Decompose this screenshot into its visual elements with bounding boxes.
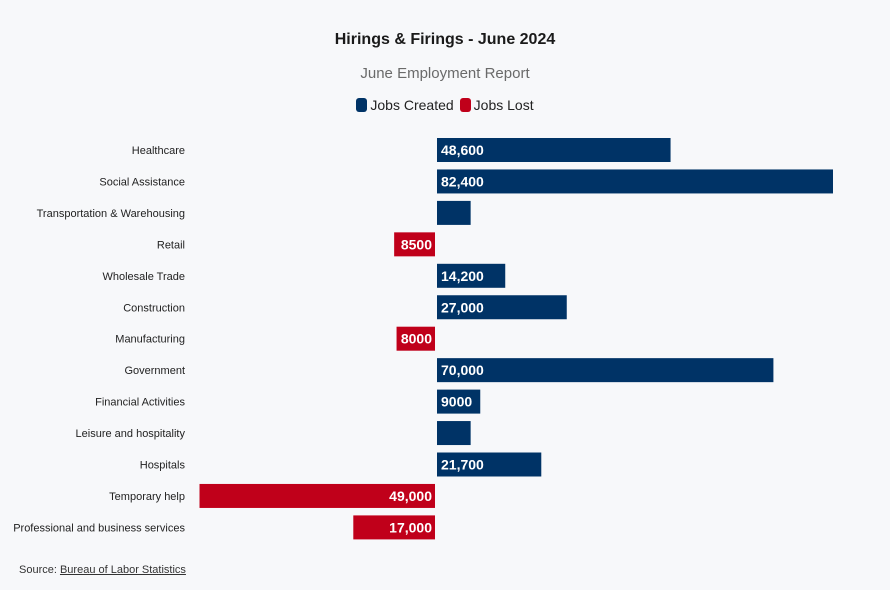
chart-subtitle: June Employment Report — [360, 65, 530, 82]
data-label-financial-activities: 9000 — [441, 394, 472, 410]
bar-wholesale-trade[interactable] — [437, 263, 506, 288]
bar-professional-and-business-services[interactable] — [353, 515, 435, 540]
data-label-temporary-help: 49,000 — [389, 488, 432, 504]
source-prefix: Source: — [19, 564, 60, 576]
category-label-healthcare: Healthcare — [132, 145, 185, 157]
category-label-financial-activities: Financial Activities — [95, 397, 185, 409]
data-label-government: 70,000 — [441, 362, 484, 378]
category-label-retail: Retail — [157, 239, 185, 251]
bar-financial-activities[interactable] — [437, 389, 481, 414]
category-label-professional-and-business-services: Professional and business services — [13, 522, 185, 534]
category-label-wholesale-trade: Wholesale Trade — [102, 271, 185, 283]
legend-swatch-jobs-created — [356, 98, 368, 112]
category-label-government: Government — [124, 365, 185, 377]
bar-leisure-and-hospitality[interactable] — [437, 421, 471, 446]
category-label-social-assistance: Social Assistance — [99, 176, 185, 188]
category-label-leisure-and-hospitality: Leisure and hospitality — [76, 428, 186, 440]
data-label-retail: 8500 — [401, 236, 432, 252]
bar-social-assistance[interactable] — [437, 169, 833, 194]
category-label-temporary-help: Temporary help — [109, 491, 185, 503]
category-label-manufacturing: Manufacturing — [115, 334, 185, 346]
chart-title: Hirings & Firings - June 2024 — [334, 31, 556, 48]
data-label-healthcare: 48,600 — [441, 142, 484, 158]
bar-hospitals[interactable] — [437, 452, 542, 477]
bar-government[interactable] — [437, 358, 774, 383]
source-link[interactable]: Bureau of Labor Statistics — [59, 564, 186, 576]
data-label-construction: 27,000 — [441, 299, 484, 315]
category-label-construction: Construction — [123, 302, 185, 314]
category-label-hospitals: Hospitals — [140, 460, 186, 472]
chart-legend: Jobs Created Jobs Lost — [0, 97, 890, 113]
data-label-professional-and-business-services: 17,000 — [389, 519, 432, 535]
source-note: Source: Bureau of Labor Statistics — [19, 564, 186, 576]
data-label-social-assistance: 82,400 — [441, 173, 484, 189]
data-label-hospitals: 21,700 — [441, 457, 484, 473]
category-label-transportation-warehousing: Transportation & Warehousing — [37, 208, 185, 220]
bar-healthcare[interactable] — [437, 138, 671, 162]
legend-item-jobs-lost[interactable]: Jobs Lost — [459, 97, 534, 113]
legend-item-jobs-created[interactable]: Jobs Created — [356, 97, 454, 113]
bar-temporary-help[interactable] — [199, 483, 435, 508]
legend-label-jobs-lost: Jobs Lost — [473, 97, 534, 113]
legend-swatch-jobs-lost — [459, 98, 471, 112]
bar-manufacturing[interactable] — [396, 326, 435, 351]
bar-transportation-warehousing[interactable] — [437, 200, 471, 225]
bar-construction[interactable] — [437, 295, 567, 320]
legend-label-jobs-created: Jobs Created — [370, 97, 454, 113]
bar-retail[interactable] — [394, 232, 435, 257]
data-label-manufacturing: 8000 — [401, 331, 432, 347]
data-label-wholesale-trade: 14,200 — [441, 268, 484, 284]
